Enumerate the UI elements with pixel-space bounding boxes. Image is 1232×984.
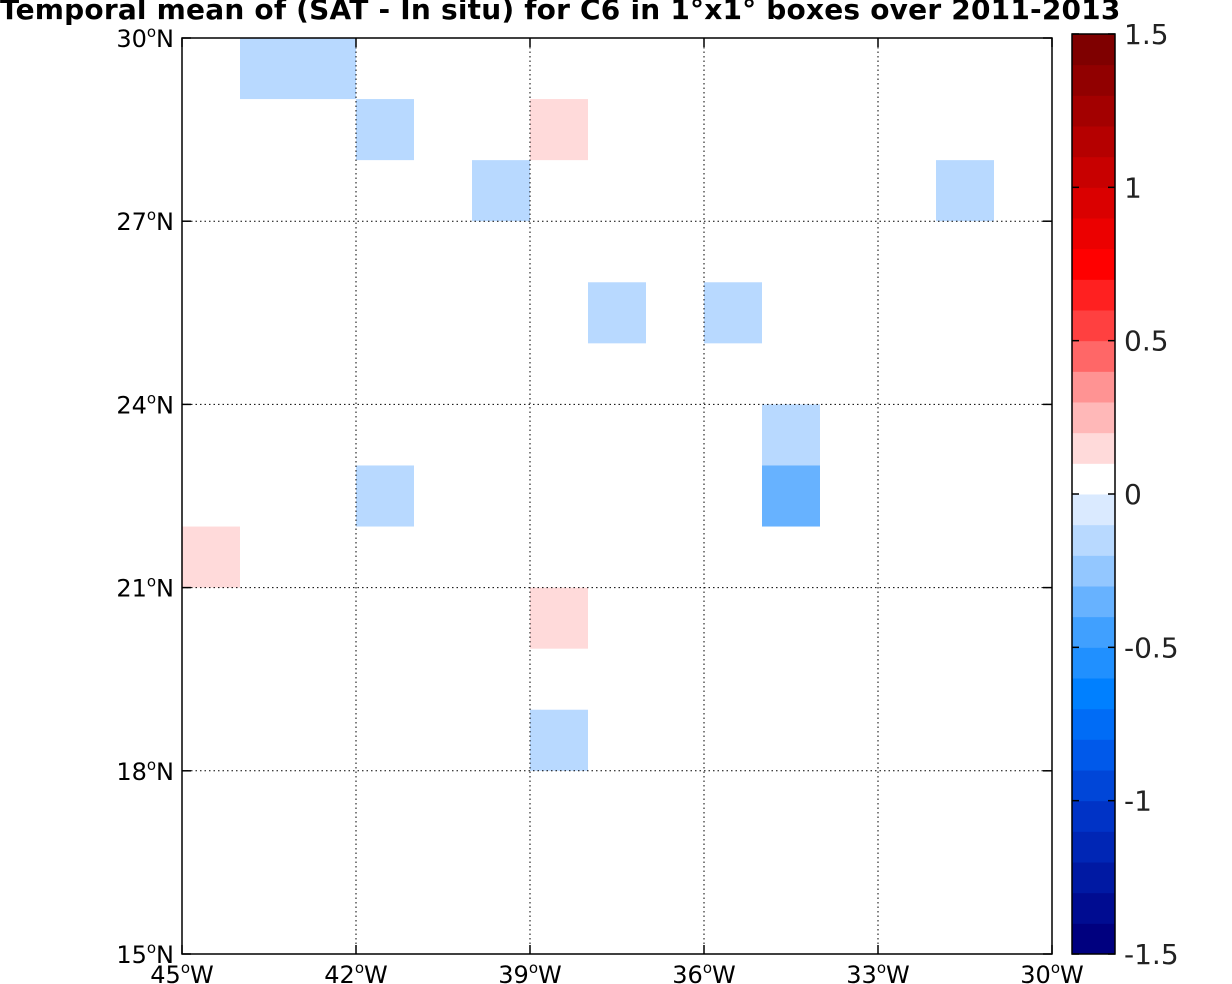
colorbar-swatch [1072,647,1115,679]
colorbar-swatch [1072,340,1115,372]
data-cell [240,38,298,100]
y-tick-label: 24oN [116,389,174,419]
data-cell [472,160,530,222]
y-tick-label: 18oN [116,756,174,786]
colorbar-swatch [1072,616,1115,648]
colorbar-tick-label: -1 [1124,785,1152,818]
colorbar-swatch [1072,432,1115,464]
data-cell [298,38,356,100]
gridlines-layer [182,38,1052,954]
colorbar-swatch [1072,95,1115,127]
x-tick-label: 45oW [150,959,213,984]
y-tick-label: 27oN [116,206,174,236]
x-tick-label: 36oW [672,959,735,984]
data-cell [762,404,820,466]
data-cell [356,99,414,161]
data-cells-layer [182,38,994,771]
colorbar-tick-label: 0 [1124,478,1142,511]
colorbar-swatch [1072,218,1115,250]
plot-frame [181,37,1053,955]
colorbar-swatch [1072,892,1115,924]
colorbar-swatch [1072,524,1115,556]
x-tick-label: 39oW [498,959,561,984]
colorbar-swatch [1072,371,1115,403]
colorbar-swatch [1072,739,1115,771]
data-cell [182,526,240,588]
data-cell [588,282,646,344]
colorbar-swatch [1072,126,1115,158]
colorbar-swatch [1072,555,1115,587]
data-cell [530,709,588,771]
colorbar-tick-label: 1.5 [1124,18,1169,51]
colorbar-swatch [1072,800,1115,832]
colorbar-tick-label: -0.5 [1124,631,1179,664]
y-tick-label: 21oN [116,573,174,603]
data-cell [530,99,588,161]
colorbar-swatch [1072,64,1115,96]
colorbar-swatch [1072,463,1115,495]
x-tick-label: 42oW [324,959,387,984]
data-cell [530,587,588,649]
colorbar-swatch [1072,586,1115,618]
colorbar-swatch [1072,34,1115,66]
colorbar-swatch [1072,678,1115,710]
colorbar-tick-label: 1 [1124,171,1142,204]
data-cell [356,465,414,527]
colorbar-swatch [1072,494,1115,526]
data-cell [936,160,994,222]
colorbar-swatch [1072,187,1115,219]
colorbar-swatch [1072,279,1115,311]
colorbar-swatch [1072,156,1115,188]
x-tick-label: 30oW [1020,959,1083,984]
colorbar-swatch [1072,770,1115,802]
colorbar-tick-label: 0.5 [1124,325,1169,358]
y-tick-label: 15oN [116,939,174,969]
x-tick-label: 33oW [846,959,909,984]
data-cell [762,465,820,527]
colorbar-swatch [1072,402,1115,434]
data-cell [704,282,762,344]
colorbar-swatch [1072,708,1115,740]
colorbar-swatch [1072,923,1115,955]
colorbar-swatch [1072,831,1115,863]
colorbar-swatch [1072,310,1115,342]
y-tick-label: 30oN [116,23,174,53]
axis-ticks-layer: 45oW 42oW 39oW 36oW 33oW 30oW 30oN 27oN 24oN 21oN… [116,23,1083,984]
colorbar-swatch [1072,862,1115,894]
colorbar: 1.5 1 0.5 0 -0.5 -1 -1.5 [1071,18,1179,971]
colorbar-swatch [1072,248,1115,280]
colorbar-tick-label: -1.5 [1124,938,1179,971]
chart-title: Temporal mean of (SAT - In situ) for C6 … [0,0,1121,26]
